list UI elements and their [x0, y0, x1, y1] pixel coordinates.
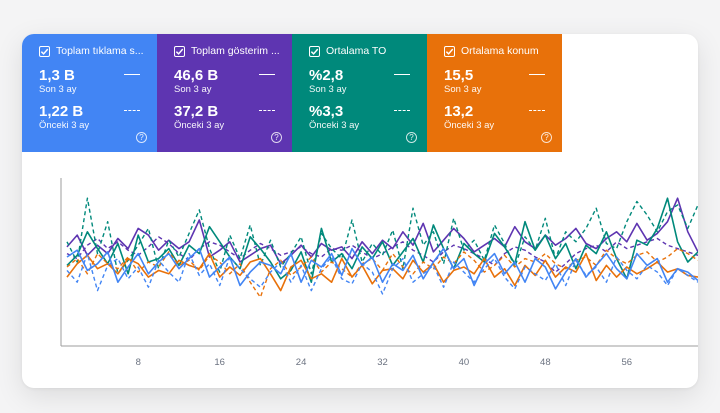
- current-period: Son 3 ay: [444, 84, 482, 95]
- current-value: 1,3 B: [39, 67, 75, 84]
- previous-value: 13,2: [444, 103, 474, 120]
- previous-period: Önceki 3 ay: [444, 120, 495, 131]
- help-icon[interactable]: ?: [541, 132, 552, 143]
- card-total-impressions[interactable]: Toplam gösterim ... 46,6 B Son 3 ay 37,2 …: [157, 34, 292, 152]
- series-line-4: [66, 197, 698, 275]
- checkbox-checked-icon[interactable]: [39, 45, 50, 57]
- performance-panel: Toplam tıklama s... 1,3 B Son 3 ay 1,22 B…: [22, 34, 698, 388]
- card-average-ctr[interactable]: Ortalama TO %2,8 Son 3 ay %3,3 Önceki 3 ay…: [292, 34, 427, 152]
- current-period: Son 3 ay: [174, 84, 212, 95]
- current-value: %2,8: [309, 67, 344, 84]
- help-icon[interactable]: ?: [136, 132, 147, 143]
- x-tick-label: 24: [296, 357, 307, 368]
- previous-period: Önceki 3 ay: [309, 120, 360, 131]
- previous-value: %3,3: [309, 103, 344, 120]
- x-tick-label: 16: [214, 357, 225, 368]
- previous-period: Önceki 3 ay: [174, 120, 225, 131]
- card-title: Toplam tıklama s...: [56, 45, 144, 57]
- card-title: Toplam gösterim ...: [191, 45, 280, 57]
- dashed-line-legend-icon: [394, 110, 410, 111]
- solid-line-legend-icon: [394, 74, 410, 75]
- solid-line-legend-icon: [124, 74, 140, 75]
- checkbox-checked-icon[interactable]: [444, 45, 455, 57]
- current-period: Son 3 ay: [309, 84, 347, 95]
- current-period: Son 3 ay: [39, 84, 77, 95]
- dashed-line-legend-icon: [124, 110, 140, 111]
- x-tick-label: 32: [377, 357, 388, 368]
- chart-series: [66, 197, 698, 299]
- dashed-line-legend-icon: [259, 110, 275, 111]
- card-title: Ortalama konum: [461, 45, 539, 57]
- x-tick-label: 56: [621, 357, 632, 368]
- x-tick-label: 40: [459, 357, 470, 368]
- help-icon[interactable]: ?: [406, 132, 417, 143]
- solid-line-legend-icon: [259, 74, 275, 75]
- card-title: Ortalama TO: [326, 45, 387, 57]
- previous-period: Önceki 3 ay: [39, 120, 90, 131]
- dashed-line-legend-icon: [529, 110, 545, 111]
- series-line-7: [66, 247, 698, 290]
- series-line-3: [66, 197, 698, 283]
- card-total-clicks[interactable]: Toplam tıklama s... 1,3 B Son 3 ay 1,22 B…: [22, 34, 157, 152]
- checkbox-checked-icon[interactable]: [174, 45, 185, 57]
- solid-line-legend-icon: [529, 74, 545, 75]
- previous-value: 37,2 B: [174, 103, 219, 120]
- series-line-8: [66, 252, 698, 295]
- help-icon[interactable]: ?: [271, 132, 282, 143]
- current-value: 46,6 B: [174, 67, 219, 84]
- checkbox-checked-icon[interactable]: [309, 45, 320, 57]
- x-tick-label: 48: [540, 357, 551, 368]
- x-axis-ticks: 8 16 24 32 40 48 56: [136, 357, 632, 368]
- current-value: 15,5: [444, 67, 474, 84]
- previous-value: 1,22 B: [39, 103, 84, 120]
- card-average-position[interactable]: Ortalama konum 15,5 Son 3 ay 13,2 Önceki 3…: [427, 34, 562, 152]
- metric-cards: Toplam tıklama s... 1,3 B Son 3 ay 1,22 B…: [22, 34, 562, 152]
- x-tick-label: 8: [136, 357, 141, 368]
- performance-line-chart[interactable]: 8 16 24 32 40 48 56: [22, 152, 698, 388]
- series-line-6: [66, 247, 698, 299]
